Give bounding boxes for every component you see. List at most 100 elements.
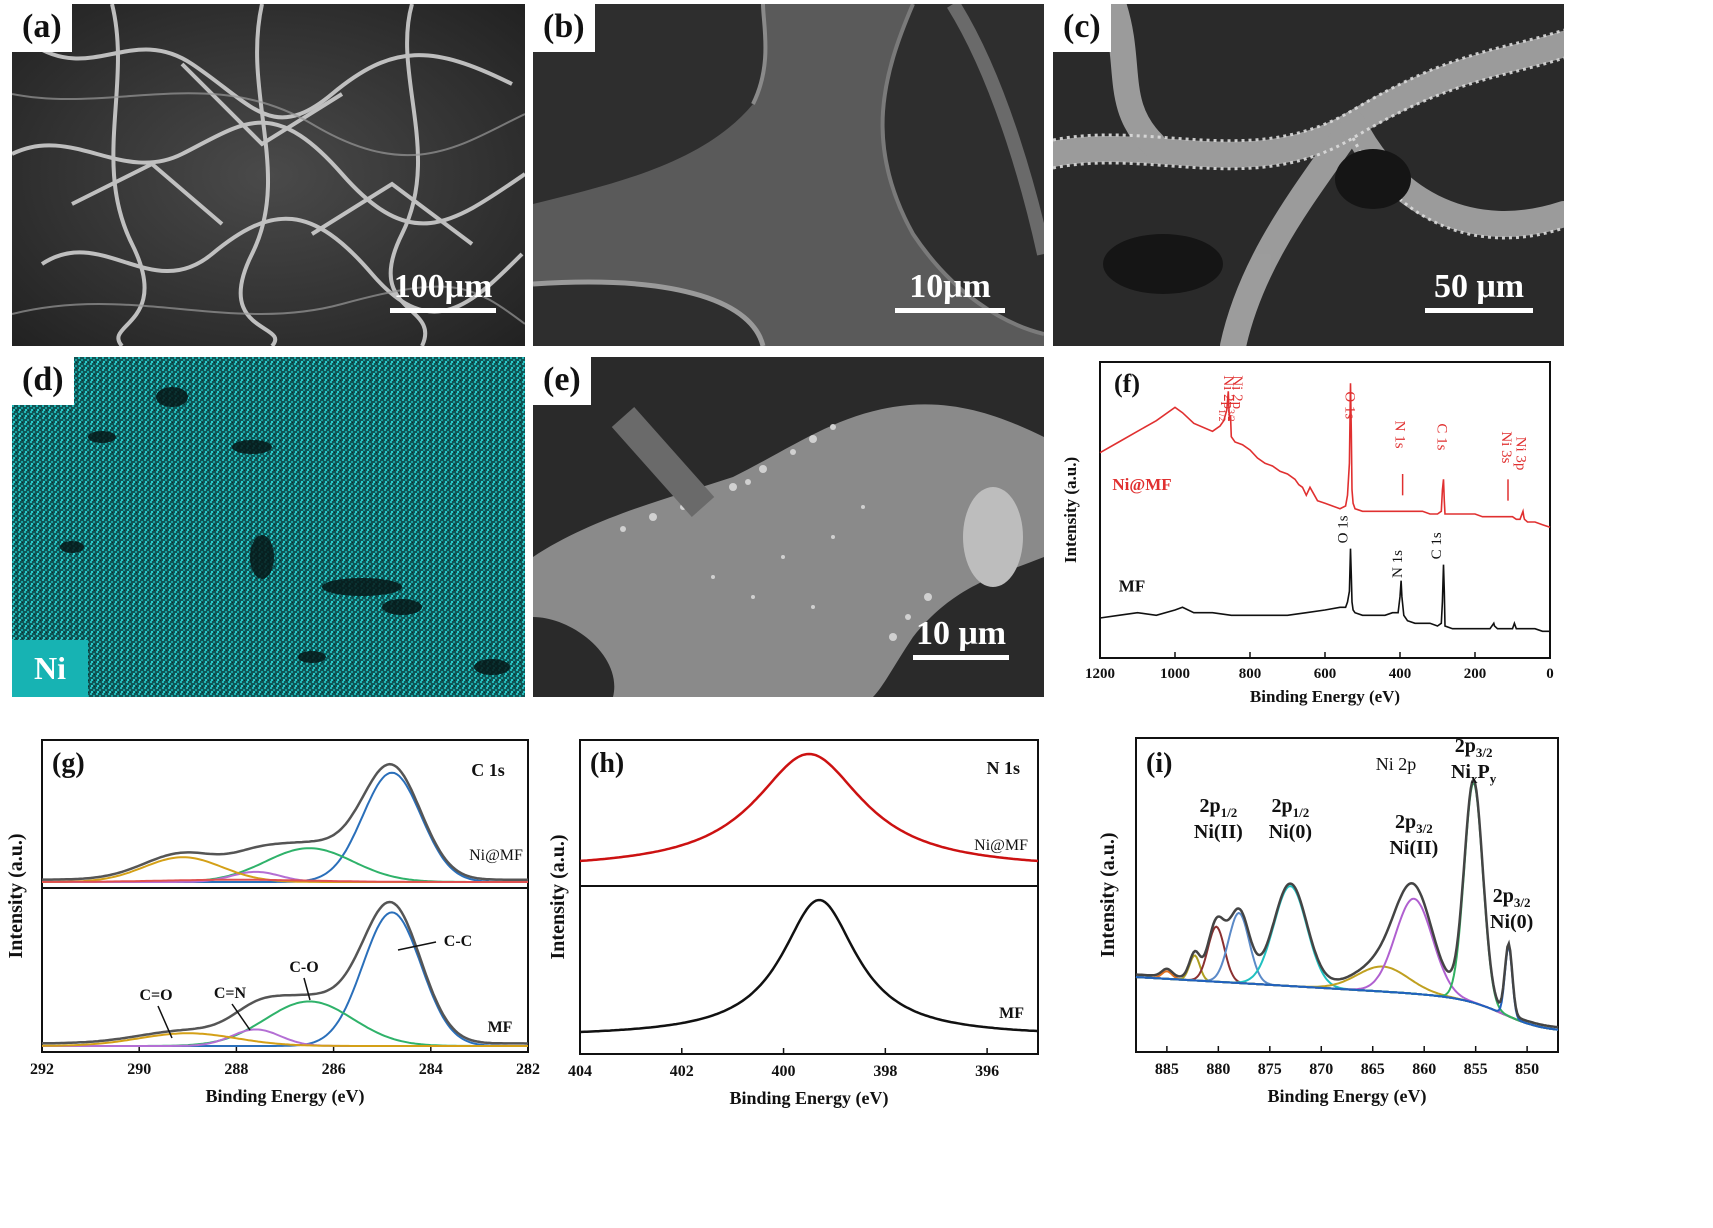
sem-image-c — [1053, 4, 1564, 346]
annotation-ni2p12-ni-ii-bottom: Ni(II) — [1194, 821, 1243, 843]
x-tick-label: 1200 — [1085, 666, 1115, 682]
x-tick-label: 600 — [1314, 666, 1337, 682]
x-axis-label: Binding Energy (eV) — [729, 1088, 888, 1109]
chart-panel-i: 885 880 875 870 865 860 855 850 Binding Energy (… — [1080, 710, 1570, 1128]
component-peak-4 — [1135, 885, 1559, 1031]
annotation-ni2p12-ni-0-bottom: Ni(0) — [1269, 821, 1312, 843]
x-tick-label: 292 — [30, 1061, 54, 1078]
envelope-nimf — [42, 762, 528, 881]
panel-label-d: (d) — [12, 357, 74, 405]
x-tick-label: 404 — [568, 1063, 592, 1080]
arrow-co-double — [157, 1005, 173, 1039]
x-tick-label: 402 — [670, 1063, 694, 1080]
component-peak-nimf-0 — [42, 771, 528, 883]
x-tick-label: 800 — [1239, 666, 1262, 682]
x-tick-label: 880 — [1206, 1061, 1230, 1078]
ni2p-chart: 885 880 875 870 865 860 855 850 Binding Energy (… — [1097, 735, 1559, 1107]
series-line-nimf — [1099, 383, 1551, 529]
plot-frame — [41, 739, 529, 1053]
annotation-ni2p32-nixpy-bottom: NixPy — [1451, 761, 1497, 786]
sem-panel-b: (b) 10μm — [533, 4, 1044, 346]
chart-panel-f: 1200 1000 800 600 400 200 0 Binding Energy (eV)… — [1050, 352, 1570, 708]
annotation-ni2p32-ni-ii-top: 2p3/2 — [1395, 811, 1433, 836]
panel-label-i: (i) — [1146, 748, 1172, 779]
sem-panel-e: (e) 10 μm — [533, 357, 1044, 697]
x-tick-label: 870 — [1309, 1061, 1333, 1078]
x-tick-label: 282 — [516, 1061, 540, 1078]
component-peak-8 — [1135, 943, 1559, 1031]
y-axis-label: Intensity (a.u.) — [1097, 832, 1119, 957]
x-tick-label: 0 — [1546, 666, 1554, 682]
component-peak-nimf-4 — [42, 878, 528, 883]
x-tick-label: 875 — [1258, 1061, 1282, 1078]
chart-title: N 1s — [986, 758, 1020, 778]
series-line-nimf — [579, 752, 1039, 863]
scale-bar-e: 10 μm — [913, 615, 1009, 660]
annotation-ni2p32-ni-0-bottom: Ni(0) — [1490, 911, 1533, 933]
scale-bar-a: 100μm — [390, 268, 496, 313]
chart-panel-g: 292 290 288 286 284 282 Binding Energy (eV) Int… — [0, 710, 550, 1128]
x-tick-label: 284 — [419, 1061, 443, 1078]
sem-image-b — [533, 4, 1044, 346]
scale-bar-text-a: 100μm — [393, 268, 493, 305]
panel-label-c: (c) — [1053, 4, 1111, 52]
annotation-ni2p32-ni-0-top: 2p3/2 — [1493, 885, 1531, 910]
sem-image-e — [533, 357, 1044, 697]
legend-label-nimf: Ni@MF — [1112, 475, 1171, 494]
x-tick-label: 865 — [1361, 1061, 1385, 1078]
plot-frame — [1099, 361, 1551, 659]
legend-label-mf: MF — [1119, 576, 1145, 595]
element-badge-ni: Ni — [12, 640, 88, 697]
subplot-label-nimf: Ni@MF — [469, 847, 523, 864]
scale-bar-c: 50 μm — [1425, 268, 1533, 313]
panel-label-e: (e) — [533, 357, 591, 405]
x-axis-label: Binding Energy (eV) — [1250, 687, 1400, 706]
panel-label-f: (f) — [1114, 369, 1140, 398]
xps-survey-chart: 1200 1000 800 600 400 200 0 Binding Energy (eV)… — [1061, 361, 1554, 706]
annotation-co-double: C=O — [139, 987, 172, 1004]
x-tick-label: 400 — [1389, 666, 1412, 682]
subplot-label-mf: MF — [488, 1019, 513, 1036]
x-tick-label: 396 — [975, 1063, 999, 1080]
x-axis-label: Binding Energy (eV) — [205, 1086, 364, 1107]
component-peak-mf-3 — [41, 1032, 528, 1047]
c1s-chart: 292 290 288 286 284 282 Binding Energy (eV) Int… — [5, 739, 540, 1107]
scale-bar-line-b — [895, 308, 1005, 313]
x-tick-label: 286 — [322, 1061, 346, 1078]
scale-bar-text-e: 10 μm — [915, 615, 1007, 652]
subplot-label-mf: MF — [999, 1005, 1024, 1022]
y-axis-label: Intensity (a.u.) — [550, 834, 569, 959]
panel-label-g: (g) — [52, 748, 85, 779]
annotation-ni2p12-ni-0-top: 2p1/2 — [1272, 795, 1310, 820]
ni-element-map — [12, 357, 525, 697]
x-tick-label: 398 — [873, 1063, 897, 1080]
peak-label-o1s-nimf: O 1s — [1342, 391, 1358, 419]
annotation-ni2p32-nixpy-top: 2p3/2 — [1455, 735, 1493, 760]
x-tick-label: 290 — [127, 1061, 151, 1078]
arrow-cc — [397, 941, 437, 951]
peak-label-n1s-mf: N 1s — [1390, 550, 1406, 578]
scale-bar-line-a — [390, 308, 496, 313]
x-axis-label: Binding Energy (eV) — [1267, 1086, 1426, 1107]
annotation-cc: C-C — [444, 933, 472, 950]
peak-label-n1s-nimf: N 1s — [1392, 421, 1408, 449]
annotation-cn: C=N — [214, 985, 247, 1002]
arrow-cn — [231, 1003, 251, 1031]
annotation-ni2p12-ni-ii-top: 2p1/2 — [1199, 795, 1237, 820]
plot-frame — [1135, 737, 1559, 1053]
peak-label-c1s-mf: C 1s — [1429, 532, 1445, 559]
sem-image-a — [12, 4, 525, 346]
panel-label-h: (h) — [590, 748, 624, 779]
series-line-mf — [1099, 548, 1550, 633]
panel-label-b: (b) — [533, 4, 595, 52]
chart-title: C 1s — [471, 760, 505, 780]
y-axis-label: Intensity (a.u.) — [1061, 457, 1080, 563]
n1s-chart: 404 402 400 398 396 Binding Energy (eV) Intens… — [550, 739, 1039, 1109]
x-tick-label: 400 — [772, 1063, 796, 1080]
scale-bar-text-b: 10μm — [909, 268, 991, 305]
x-tick-label: 850 — [1515, 1061, 1539, 1078]
x-tick-label: 855 — [1464, 1061, 1488, 1078]
peak-label-ni2p12: Ni 2p1/2 — [1216, 375, 1236, 421]
scale-bar-line-c — [1425, 308, 1533, 313]
peak-label-ni2p32: Ni 2p3/2 — [1225, 375, 1245, 421]
